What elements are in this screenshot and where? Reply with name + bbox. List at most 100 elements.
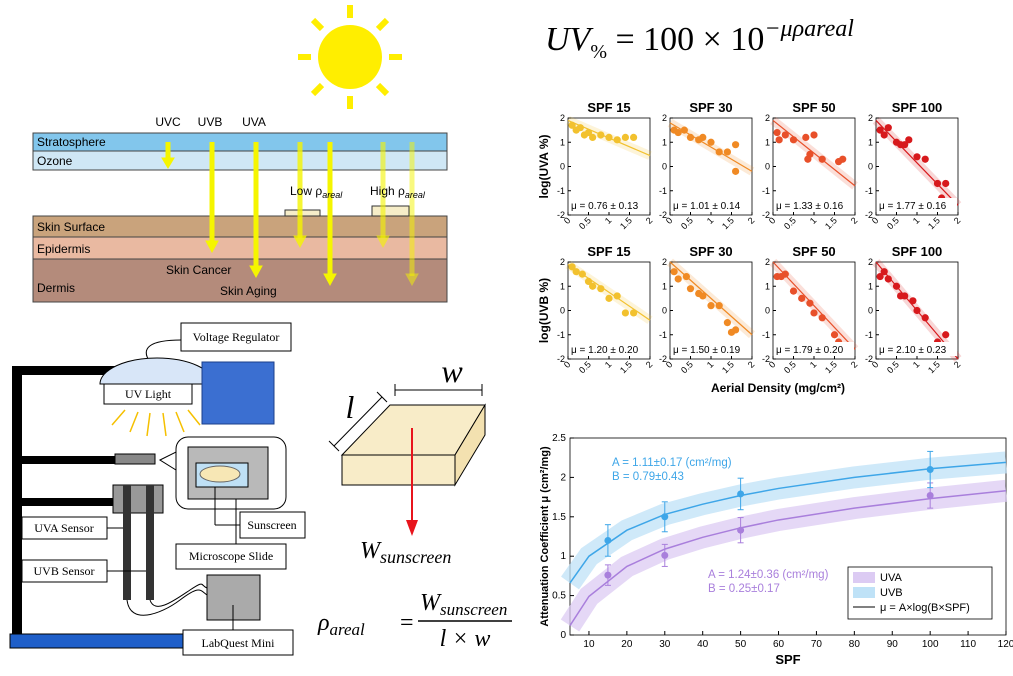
y-tick-label: 2.5 (552, 433, 566, 444)
annotation: μ = 1.50 ± 0.19 (673, 345, 741, 356)
y-tick-label: 0 (662, 162, 667, 172)
x-tick-label: 2 (746, 359, 757, 370)
y-tick-label: 1 (765, 137, 770, 147)
x-tick-label: 90 (887, 639, 899, 650)
data-point (707, 302, 714, 309)
setup-label: Voltage Regulator (193, 330, 280, 344)
annotation: A = 1.24±0.36 (cm²/mg) (708, 569, 829, 581)
data-point (716, 302, 723, 309)
annotation: B = 0.79±0.43 (612, 471, 684, 483)
data-point (802, 134, 809, 141)
annotation: μ = 1.79 ± 0.20 (776, 345, 844, 356)
figure: UV% = 100 × 10−μρareal UVC UVB UVA Strat (0, 0, 1013, 676)
y-tick-label: -1 (659, 186, 667, 196)
y-tick-label: 1 (662, 281, 667, 291)
data-point (885, 124, 892, 131)
data-point (901, 292, 908, 299)
y-tick-label: 0 (662, 306, 667, 316)
data-point (604, 537, 611, 544)
setup-label: UV Light (125, 387, 172, 401)
y-tick-label: 1 (560, 137, 565, 147)
x-tick-label: 1 (911, 215, 922, 226)
x-tick-label: 1.5 (926, 215, 942, 231)
weight-main: W (360, 538, 382, 564)
y-tick-label: 0 (868, 306, 873, 316)
data-point (909, 297, 916, 304)
data-point (913, 307, 920, 314)
data-point (810, 309, 817, 316)
cable (150, 584, 207, 606)
data-point (913, 153, 920, 160)
layer-label: Skin Surface (37, 220, 105, 234)
annotation: μ = 1.20 ± 0.20 (571, 345, 639, 356)
scatter-panel: SPF 100-2-101200.511.52μ = 1.77 ± 0.16 (865, 100, 962, 231)
data-point (579, 271, 586, 278)
ray-label: UVB (198, 115, 223, 129)
x-tick-label: 1 (808, 359, 819, 370)
annotation: A = 1.11±0.17 (cm²/mg) (612, 457, 732, 469)
data-point (622, 134, 629, 141)
data-point (687, 134, 694, 141)
panel-title: SPF 15 (587, 244, 630, 259)
setup-label: UVA Sensor (34, 521, 93, 535)
formula-rho: ρ (317, 610, 330, 636)
effect-label: Skin Cancer (166, 263, 231, 277)
high-label: High ρareal (370, 184, 426, 200)
data-point (732, 326, 739, 333)
data-point (927, 466, 934, 473)
x-axis-label: SPF (775, 652, 800, 667)
layer-label: Stratosphere (37, 135, 106, 149)
data-point (806, 300, 813, 307)
x-tick-label: 2 (849, 215, 860, 226)
eq-exp: −μρ (764, 16, 804, 42)
panel-title: SPF 15 (587, 100, 630, 115)
ray-label: UVC (155, 115, 181, 129)
y-axis-label: Attenuation Coefficient μ (cm²/mg) (539, 446, 551, 627)
data-point (622, 309, 629, 316)
data-point (942, 180, 949, 187)
data-point (942, 331, 949, 338)
data-point (806, 151, 813, 158)
sunscreen-blob (200, 466, 240, 482)
scatter-panel: SPF 30-2-101200.511.52μ = 1.01 ± 0.14 (659, 100, 756, 231)
low-label: Low ρareal (290, 184, 343, 200)
data-point (732, 168, 739, 175)
data-point (597, 285, 604, 292)
legend-swatch (853, 572, 875, 583)
formula-den: l × w (440, 626, 491, 652)
x-tick-label: 0.5 (782, 215, 798, 231)
data-point (810, 131, 817, 138)
thick-sample (372, 206, 409, 216)
layers-diagram: UVC UVB UVA Stratosphere Ozone Skin Surf… (33, 5, 447, 302)
x-tick-label: 2 (849, 359, 860, 370)
data-point (597, 131, 604, 138)
x-tick-label: 10 (583, 639, 595, 650)
data-point (790, 288, 797, 295)
annotation: B = 0.25±0.17 (708, 583, 780, 595)
annotation: μ = 1.01 ± 0.14 (673, 201, 741, 212)
data-point (675, 129, 682, 136)
formula-w: W (420, 590, 442, 616)
x-tick-label: 80 (849, 639, 861, 650)
uva-sensor-probe (123, 485, 131, 600)
y-tick-label: 0 (868, 162, 873, 172)
x-tick-label: 100 (922, 639, 939, 650)
length-label: l (346, 389, 355, 425)
eq-middle: = 100 × 10 (607, 21, 764, 58)
y-tick-label: -1 (865, 330, 873, 340)
data-point (707, 139, 714, 146)
setup-label: UVB Sensor (33, 564, 94, 578)
legend-label: μ = A×log(B×SPF) (880, 602, 970, 614)
data-point (782, 271, 789, 278)
data-point (885, 275, 892, 282)
sample-diagram: w l Wsunscreen ρareal = Wsunscreen l × w (317, 353, 512, 652)
x-tick-label: 70 (811, 639, 823, 650)
y-tick-label: 0 (560, 162, 565, 172)
x-tick-label: 0.5 (679, 215, 695, 231)
data-point (724, 319, 731, 326)
y-tick-label: -1 (557, 186, 565, 196)
eq-base: UV (545, 21, 595, 58)
x-tick-label: 1 (705, 215, 716, 226)
x-tick-label: 30 (659, 639, 671, 650)
